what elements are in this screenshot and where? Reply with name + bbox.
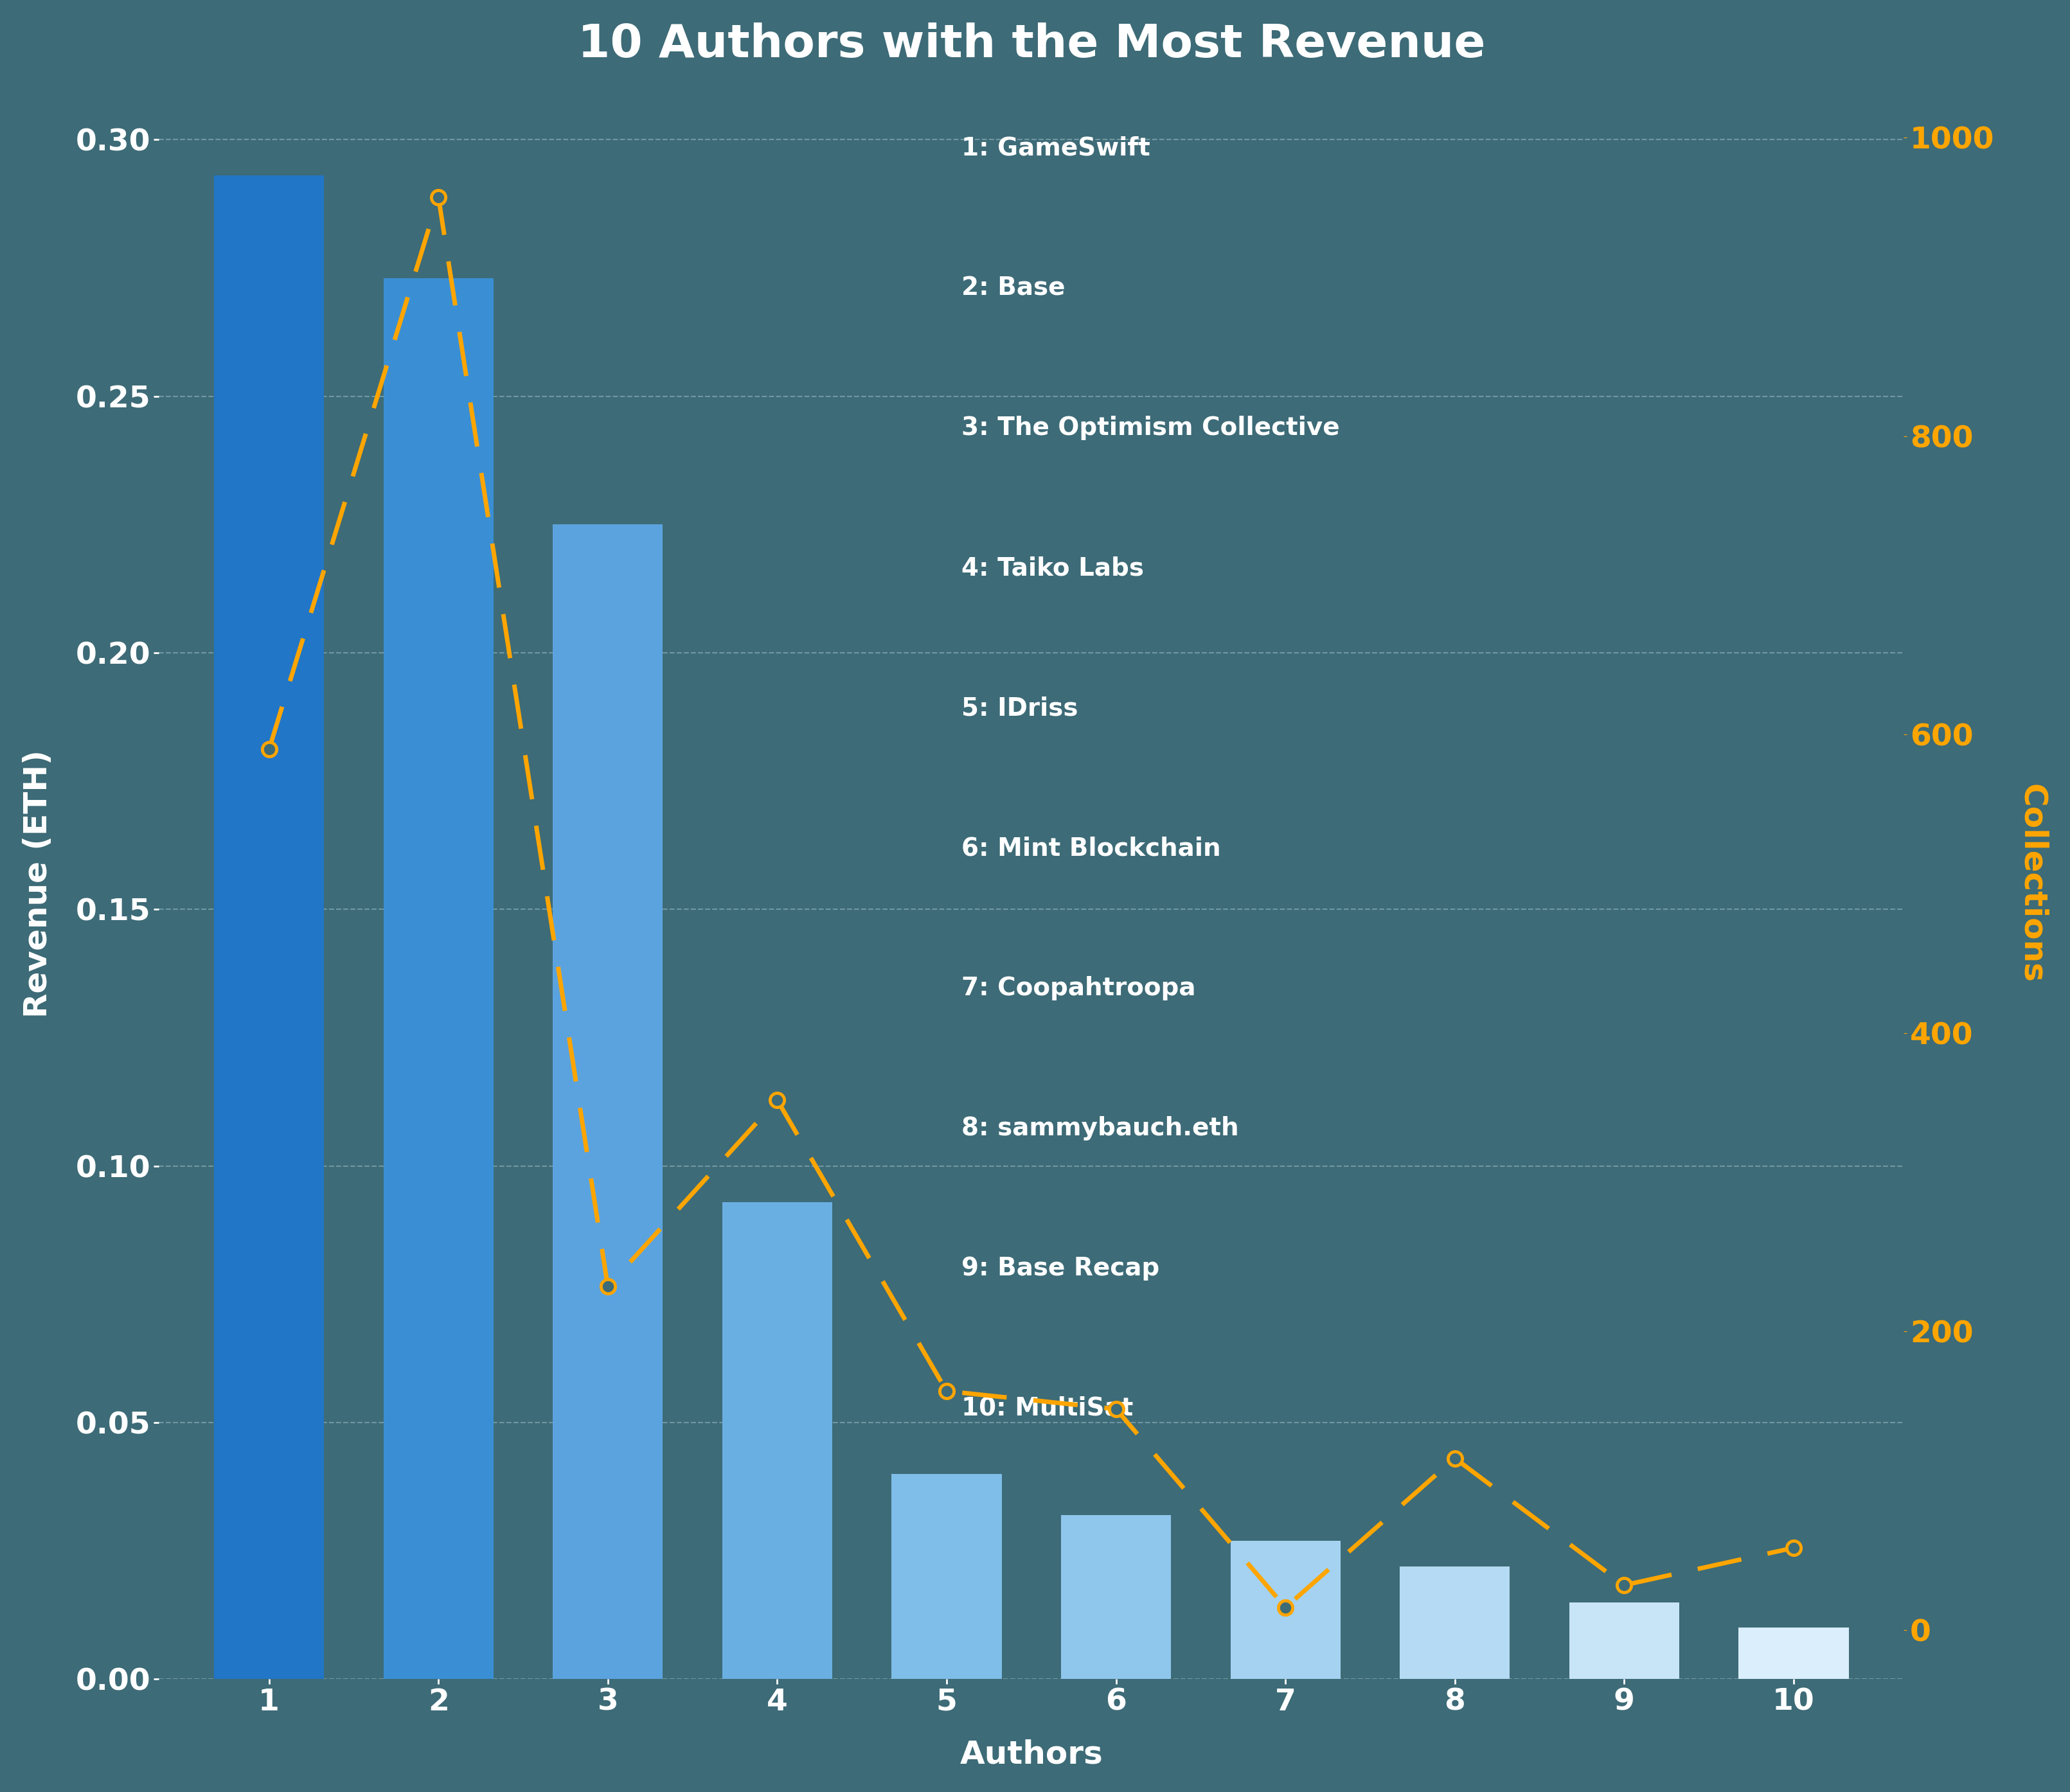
Title: 10 Authors with the Most Revenue: 10 Authors with the Most Revenue [578,22,1484,66]
Text: 4: Taiko Labs: 4: Taiko Labs [963,556,1145,581]
Y-axis label: Collections: Collections [2016,785,2047,984]
Bar [1739,1627,1849,1679]
Text: 1: GameSwift: 1: GameSwift [963,136,1151,159]
Bar [1230,1541,1341,1679]
Text: 10: MultiSat: 10: MultiSat [963,1396,1132,1421]
Y-axis label: Revenue (ETH): Revenue (ETH) [23,749,54,1018]
Bar [1569,1602,1679,1679]
Text: 7: Coopahtroopa: 7: Coopahtroopa [963,977,1196,1000]
Bar [1062,1514,1172,1679]
X-axis label: Authors: Authors [960,1738,1103,1770]
Bar [892,1473,1002,1679]
Bar [1399,1566,1509,1679]
Bar [722,1202,832,1679]
Text: 2: Base: 2: Base [963,276,1066,301]
Text: 6: Mint Blockchain: 6: Mint Blockchain [963,835,1221,860]
Bar [553,525,662,1679]
Text: 9: Base Recap: 9: Base Recap [963,1256,1159,1279]
Bar [383,278,493,1679]
Text: 8: sammybauch.eth: 8: sammybauch.eth [963,1116,1240,1140]
Bar [213,176,325,1679]
Text: 5: IDriss: 5: IDriss [963,695,1078,720]
Text: 3: The Optimism Collective: 3: The Optimism Collective [963,416,1339,441]
